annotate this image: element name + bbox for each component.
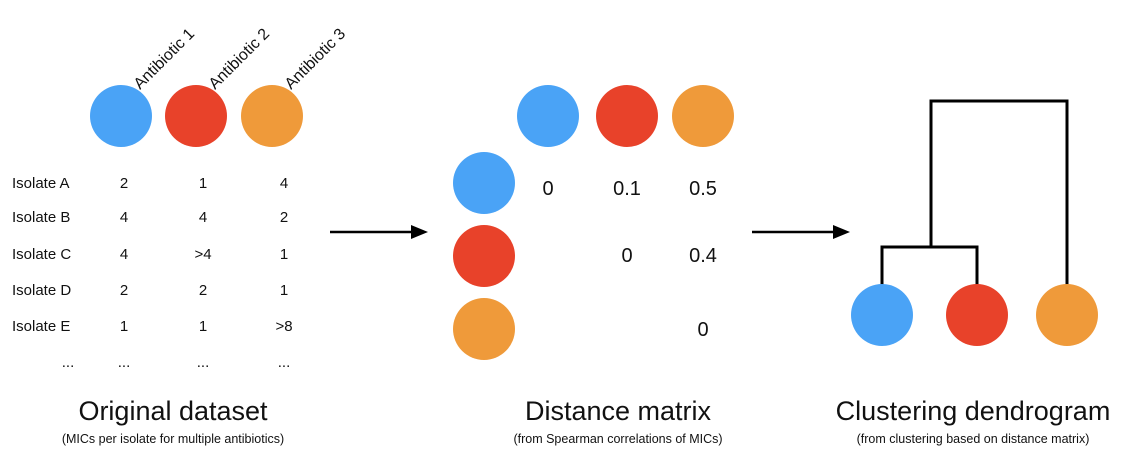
antibiotic-1-circle-icon <box>90 85 152 147</box>
dendrogram-link-inner <box>880 245 979 285</box>
mic-value: 2 <box>120 282 128 299</box>
distance-value: 0.1 <box>613 178 641 200</box>
isolate-label: Isolate E <box>12 318 70 335</box>
mic-value: >4 <box>194 246 211 263</box>
antibiotic-1-leaf-circle-icon <box>851 284 913 346</box>
mic-value: 4 <box>120 246 128 263</box>
isolate-label: Isolate C <box>12 246 71 263</box>
antibiotic-2-circle-icon <box>453 225 515 287</box>
antibiotic-1-label: Antibiotic 1 <box>131 25 198 92</box>
ellipsis: ... <box>62 354 75 371</box>
mic-value: 1 <box>120 318 128 335</box>
antibiotic-1-circle-icon <box>453 152 515 214</box>
antibiotic-3-leaf-circle-icon <box>1036 284 1098 346</box>
mic-value: 2 <box>120 175 128 192</box>
antibiotic-3-circle-icon <box>672 85 734 147</box>
arrow-right-icon <box>752 225 850 239</box>
mic-value: 4 <box>280 175 288 192</box>
distance-value: 0.5 <box>689 178 717 200</box>
distance-value: 0.4 <box>689 245 717 267</box>
ellipsis: ... <box>197 354 210 371</box>
mic-value: 4 <box>120 209 128 226</box>
distance-value: 0 <box>697 319 708 341</box>
table-row: Isolate E 1 1 >8 <box>12 318 293 335</box>
original-dataset-panel: Antibiotic 1 Antibiotic 2 Antibiotic 3 I… <box>12 25 349 446</box>
mic-value: 1 <box>280 282 288 299</box>
mic-value: 2 <box>199 282 207 299</box>
mic-value: 1 <box>199 175 207 192</box>
mic-value: 2 <box>280 209 288 226</box>
antibiotic-2-circle-icon <box>596 85 658 147</box>
original-dataset-title: Original dataset <box>78 396 268 426</box>
ellipsis: ... <box>278 354 291 371</box>
table-row-ellipsis: ... ... ... ... <box>62 354 291 371</box>
distance-matrix-subtitle: (from Spearman correlations of MICs) <box>513 432 722 446</box>
mic-value: 1 <box>280 246 288 263</box>
distance-matrix-title: Distance matrix <box>525 396 712 426</box>
distance-matrix-panel: 0 0.1 0.5 0 0.4 0 Distance matrix (from … <box>453 85 734 446</box>
table-row: Isolate B 4 4 2 <box>12 209 288 226</box>
distance-value: 0 <box>542 178 553 200</box>
dendrogram-subtitle: (from clustering based on distance matri… <box>857 432 1090 446</box>
mic-value: >8 <box>275 318 292 335</box>
mic-value: 1 <box>199 318 207 335</box>
isolate-label: Isolate A <box>12 175 70 192</box>
antibiotic-2-circle-icon <box>165 85 227 147</box>
table-row: Isolate D 2 2 1 <box>12 282 288 299</box>
antibiotic-3-circle-icon <box>241 85 303 147</box>
antibiotic-2-leaf-circle-icon <box>946 284 1008 346</box>
table-row: Isolate A 2 1 4 <box>12 175 288 192</box>
antibiotic-2-label: Antibiotic 2 <box>206 25 273 92</box>
dendrogram-panel: Clustering dendrogram (from clustering b… <box>836 99 1111 446</box>
antibiotic-3-label: Antibiotic 3 <box>282 25 349 92</box>
isolate-label: Isolate D <box>12 282 71 299</box>
original-dataset-subtitle: (MICs per isolate for multiple antibioti… <box>62 432 284 446</box>
dendrogram-title: Clustering dendrogram <box>836 396 1111 426</box>
arrow-right-icon <box>330 225 428 239</box>
isolate-label: Isolate B <box>12 209 70 226</box>
mic-value: 4 <box>199 209 207 226</box>
ellipsis: ... <box>118 354 131 371</box>
antibiotic-1-circle-icon <box>517 85 579 147</box>
distance-value: 0 <box>621 245 632 267</box>
table-row: Isolate C 4 >4 1 <box>12 246 288 263</box>
dendrogram-link-outer <box>929 99 1069 285</box>
antibiotic-3-circle-icon <box>453 298 515 360</box>
